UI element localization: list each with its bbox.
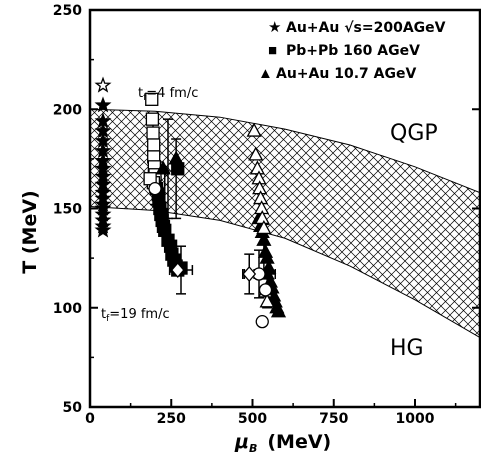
circle-marker — [255, 314, 269, 329]
triangle-marker — [168, 150, 184, 165]
annotation-tf19: tf=19 fm/c — [101, 307, 170, 324]
y-tick-label: 150 — [53, 202, 82, 218]
triangle-marker — [270, 303, 287, 318]
legend-label-pbpb160: Pb+Pb 160 AGeV — [286, 43, 420, 59]
x-tick-label: 750 — [319, 411, 348, 427]
triangle-marker — [248, 146, 264, 161]
square-marker — [146, 126, 160, 140]
x-tick-label: 0 — [85, 411, 95, 427]
triangle-marker — [259, 293, 275, 308]
star-marker — [94, 76, 112, 93]
x-tick-label: 500 — [238, 411, 267, 427]
legend-label-auau200: Au+Au √s=200AGeV — [286, 20, 446, 36]
annotation-tf4: tf=4 fm/c — [138, 86, 198, 103]
circle-marker — [258, 283, 273, 297]
legend-marker-star: ★ — [268, 20, 281, 36]
star-marker — [94, 221, 112, 238]
circle-marker — [148, 181, 162, 196]
y-tick-label: 100 — [53, 301, 82, 317]
legend-marker-triangle: ▲ — [258, 66, 273, 82]
y-axis-label: T (MeV) — [19, 190, 41, 273]
square-marker — [145, 92, 159, 106]
triangle-marker — [155, 160, 171, 175]
x-tick-label: 1000 — [396, 411, 435, 427]
band-fill — [90, 109, 480, 338]
region-label-hg: HG — [390, 336, 424, 361]
triangle-marker — [256, 219, 272, 235]
band-upper-edge — [90, 108, 480, 194]
legend-label-auau107: Au+Au 10.7 AGeV — [276, 66, 416, 82]
axis-ticks: 0 250 500 750 1000 50 100 150 200 250 — [53, 3, 480, 427]
square-marker — [145, 112, 160, 126]
region-label-qgp: QGP — [390, 121, 438, 146]
square-marker — [171, 162, 185, 176]
square-marker — [147, 138, 161, 152]
y-tick-label: 250 — [53, 3, 82, 19]
triangle-marker — [246, 122, 262, 137]
triangle-marker — [256, 231, 272, 246]
x-axis-label: μB (MeV) — [234, 431, 331, 455]
star-marker — [94, 96, 112, 113]
diamond-marker — [170, 262, 185, 279]
legend: ★ Au+Au √s=200AGeV ■ Pb+Pb 160 AGeV ▲ Au… — [258, 20, 446, 82]
diamond-marker — [242, 266, 257, 283]
legend-marker-square: ■ — [268, 43, 277, 59]
y-tick-label: 50 — [63, 400, 83, 416]
data-markers — [94, 76, 287, 329]
y-tick-label: 200 — [53, 102, 82, 118]
x-tick-label: 250 — [157, 411, 186, 427]
